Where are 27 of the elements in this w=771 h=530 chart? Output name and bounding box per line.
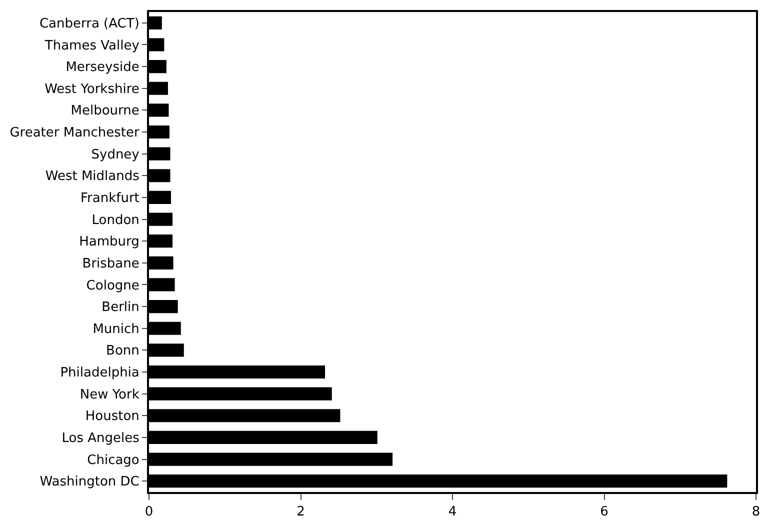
y-tick-label: Houston — [85, 409, 140, 424]
y-tick-label: West Yorkshire — [44, 82, 140, 97]
y-tick-label: West Midlands — [45, 169, 140, 184]
y-tick-label: Thames Valley — [44, 38, 140, 54]
y-tick-label: Washington DC — [40, 474, 140, 490]
y-tick-label: Canberra (ACT) — [39, 16, 140, 32]
y-tick-label: Chicago — [87, 452, 140, 468]
y-tick-label: Brisbane — [82, 256, 140, 272]
x-tick-label: 0 — [144, 504, 154, 520]
y-tick-label: Merseyside — [66, 60, 140, 76]
y-tick-label: Munich — [92, 322, 140, 337]
y-tick-label: Bonn — [106, 344, 140, 359]
y-tick-label: Berlin — [102, 300, 140, 316]
x-tick-label: 8 — [752, 504, 760, 520]
y-tick-label: Los Angeles — [62, 431, 140, 446]
y-tick-label: Frankfurt — [80, 191, 140, 206]
y-tick-label: London — [92, 212, 140, 228]
x-tick-label: 6 — [600, 504, 608, 520]
x-tick-label: 4 — [448, 504, 457, 520]
y-tick-label: Cologne — [86, 278, 140, 294]
y-tick-label: New York — [80, 387, 140, 402]
y-tick-label: Melbourne — [70, 104, 140, 119]
y-tick-label: Greater Manchester — [10, 126, 140, 141]
x-tick-label: 2 — [296, 504, 305, 520]
y-tick-label: Sydney — [91, 147, 140, 162]
y-tick-label: Philadelphia — [60, 366, 140, 381]
y-tick-label: Hamburg — [79, 234, 140, 250]
